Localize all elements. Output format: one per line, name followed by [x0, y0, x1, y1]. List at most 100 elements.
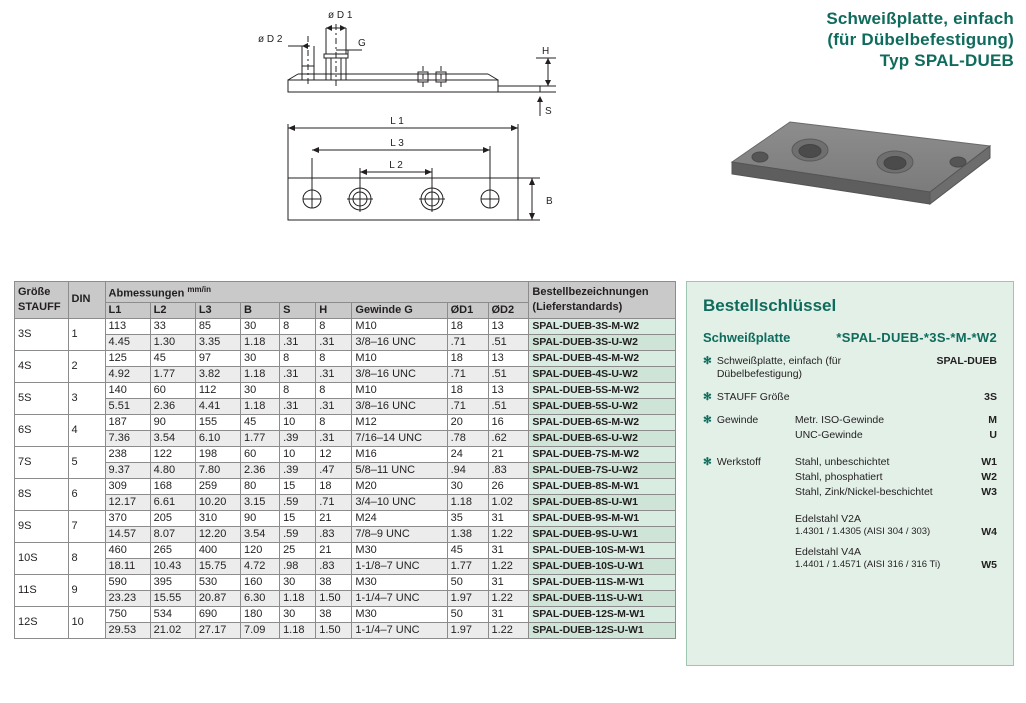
keybox-werkstoff-option-3-text: Edelstahl V2A	[795, 513, 861, 525]
header-best-line2: (Lieferstandards)	[532, 300, 623, 313]
cell-b: 2.36	[239, 461, 281, 479]
cell-l3: 3.82	[194, 365, 241, 383]
cell-h: .83	[315, 557, 353, 575]
dim-label-s: S	[545, 106, 552, 117]
cell-g: M16	[351, 445, 448, 463]
cell-g: 3/4–10 UNC	[351, 493, 448, 511]
table-row: 4.45 1.30 3.35 1.18.31.31 3/8–16 UNC .71.51 SP…	[15, 333, 676, 351]
cell-b: 80	[239, 477, 281, 495]
table-row: 12.17 6.61 10.20 3.15.59.71 3/4–10 UNC 1.18 1.…	[15, 493, 676, 511]
cell-d1: .71	[446, 397, 489, 415]
header-l2: L2	[149, 301, 196, 319]
cell-d2: 1.22	[487, 525, 530, 543]
cell-d2: 13	[487, 317, 530, 335]
cell-b: 120	[239, 541, 281, 559]
cell-l2: 534	[149, 605, 196, 623]
cell-l1: 460	[104, 541, 151, 559]
cell-h: .83	[315, 525, 353, 543]
ordering-key-box: Bestellschlüssel Schweißplatte *SPAL-DUE…	[686, 281, 1014, 666]
cell-size: 3S	[14, 317, 69, 351]
cell-l3: 3.35	[194, 333, 241, 351]
cell-h: 1.50	[315, 589, 353, 607]
cell-order-code: SPAL-DUEB-7S-U-W2	[528, 461, 676, 479]
keybox-werkstoff-option-4-code: W5	[981, 559, 997, 571]
asterisk-icon: ✻	[703, 414, 712, 426]
cell-din: 1	[67, 317, 106, 351]
cell-d1: 30	[446, 477, 489, 495]
table-row: 8S 6 309 168 259 80 15 18 M20 30 26 SPAL-DUEB-8S-M-…	[14, 477, 676, 511]
cell-d2: .83	[487, 461, 530, 479]
keybox-item-werkstoff: ✻ Werkstoff Stahl, unbeschichtet W1	[703, 456, 997, 469]
cell-g: M12	[351, 413, 448, 431]
cell-l2: 395	[149, 573, 196, 591]
cell-d1: 18	[446, 381, 489, 399]
cell-d1: 18	[446, 317, 489, 335]
header-s: S	[279, 301, 317, 319]
cell-d1: 1.97	[446, 589, 489, 607]
cell-d1: 24	[446, 445, 489, 463]
cell-d2: 31	[487, 541, 530, 559]
cell-l2: 6.61	[149, 493, 196, 511]
header-bestellbezeichnungen: Bestellbezeichnungen (Lieferstandards)	[528, 281, 676, 319]
cell-b: 1.77	[239, 429, 281, 447]
cell-d2: 1.22	[487, 589, 530, 607]
cell-l2: 4.80	[149, 461, 196, 479]
dim-label-l3: L 3	[390, 138, 404, 149]
cell-l2: 21.02	[149, 621, 196, 639]
cell-b: 1.18	[239, 397, 281, 415]
header-abmessungen-label: Abmessungen	[108, 287, 185, 300]
cell-size: 9S	[14, 509, 69, 543]
table-row: 7S 5 238 122 198 60 10 12 M16 24 21 SPAL-DUEB-7S-M-…	[14, 445, 676, 479]
cell-l2: 168	[149, 477, 196, 495]
keybox-werkstoff-option-4-text: Edelstahl V4A	[795, 546, 861, 558]
keybox-product-label: Schweißplatte	[703, 330, 791, 345]
cell-d2: 13	[487, 381, 530, 399]
cell-l1: 23.23	[104, 589, 151, 607]
cell-d1: 1.77	[446, 557, 489, 575]
table-body: 3S 1 113 33 85 30 8 8 M10 18 13 SPAL-DUEB-3S-M-W2 4.…	[14, 317, 676, 639]
cell-order-code: SPAL-DUEB-4S-U-W2	[528, 365, 676, 383]
cell-s: 8	[279, 381, 317, 399]
cell-b: 4.72	[239, 557, 281, 575]
keybox-gewinde-label: Gewinde	[716, 414, 759, 426]
dimension-table-wrapper: Größe STAUFF DIN Abmessungen mm/in Beste…	[14, 281, 676, 639]
product-image-3d	[690, 100, 1010, 230]
dim-label-h: H	[542, 46, 549, 57]
cell-b: 60	[239, 445, 281, 463]
keybox-werkstoff-option-2: Stahl, Zink/Nickel-beschichtet W3	[703, 486, 997, 499]
cell-l1: 238	[104, 445, 151, 463]
cell-b: 30	[239, 381, 281, 399]
cell-d1: 50	[446, 605, 489, 623]
cell-b: 6.30	[239, 589, 281, 607]
cell-h: 8	[315, 381, 353, 399]
table-row: 23.23 15.55 20.87 6.30 1.18 1.50 1-1/4–7 UNC 1.…	[15, 589, 676, 607]
cell-h: 8	[315, 349, 353, 367]
dim-label-l1: L 1	[390, 116, 404, 127]
cell-order-code: SPAL-DUEB-9S-U-W1	[528, 525, 676, 543]
cell-s: .31	[279, 365, 317, 383]
header-gewinde: Gewinde G	[351, 301, 448, 319]
cell-s: 8	[279, 349, 317, 367]
cell-order-code: SPAL-DUEB-7S-M-W2	[528, 445, 676, 463]
cell-l2: 265	[149, 541, 196, 559]
cell-din: 6	[67, 477, 106, 511]
page-title-line3: Typ SPAL-DUEB	[879, 51, 1014, 70]
cell-l2: 205	[149, 509, 196, 527]
cell-h: 38	[315, 573, 353, 591]
cell-s: 8	[279, 317, 317, 335]
header-unit-sep: /	[201, 285, 204, 294]
cell-l2: 1.30	[149, 333, 196, 351]
keybox-werkstoff-option-1-text: Stahl, phosphatiert	[795, 471, 883, 483]
keybox-werkstoff-option-1-code: W2	[981, 471, 997, 483]
cell-d1: 20	[446, 413, 489, 431]
cell-l1: 750	[104, 605, 151, 623]
header-stauff: STAUFF	[18, 300, 61, 313]
cell-s: 30	[279, 605, 317, 623]
cell-h: 12	[315, 445, 353, 463]
cell-b: 45	[239, 413, 281, 431]
keybox-item-size: ✻ STAUFF Größe 3S	[703, 391, 997, 404]
cell-d2: .51	[487, 365, 530, 383]
cell-d2: .62	[487, 429, 530, 447]
table-row: 9.37 4.80 7.80 2.36.39.47 5/8–11 UNC .94.83 SP…	[15, 461, 676, 479]
header-unit-in: in	[203, 285, 211, 294]
